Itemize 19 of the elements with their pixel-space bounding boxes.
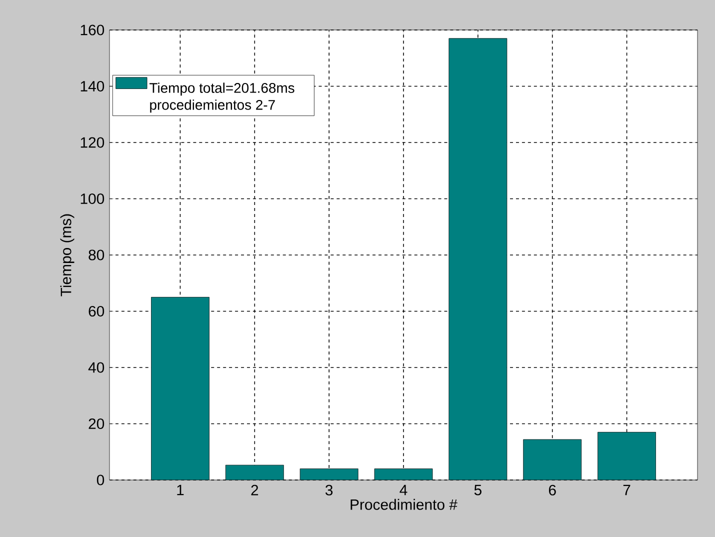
y-tick-label: 40 <box>88 362 104 373</box>
x-tick-label: 2 <box>251 484 258 496</box>
y-tick-label: 120 <box>80 137 104 148</box>
x-axis-title: Procedimiento # <box>350 498 458 510</box>
x-tick-label: 6 <box>548 484 556 496</box>
legend-label: Tiempo total=201.68ms procediemientos 2-7 <box>150 82 294 113</box>
x-tick-label: 7 <box>623 484 630 496</box>
y-tick-label: 100 <box>80 193 104 204</box>
x-tick-label: 5 <box>474 484 482 496</box>
y-tick-label: 20 <box>88 418 104 430</box>
y-tick-label: 0 <box>96 474 104 486</box>
y-tick-label: 160 <box>80 24 104 36</box>
x-tick-label: 3 <box>325 484 333 496</box>
y-tick-label: 60 <box>88 306 104 317</box>
y-tick-label: 80 <box>88 250 104 260</box>
y-axis-title: Tiempo (ms) <box>60 214 74 296</box>
x-tick-label: 4 <box>400 484 408 496</box>
x-tick-label: 1 <box>177 484 184 496</box>
y-tick-label: 140 <box>80 80 104 92</box>
